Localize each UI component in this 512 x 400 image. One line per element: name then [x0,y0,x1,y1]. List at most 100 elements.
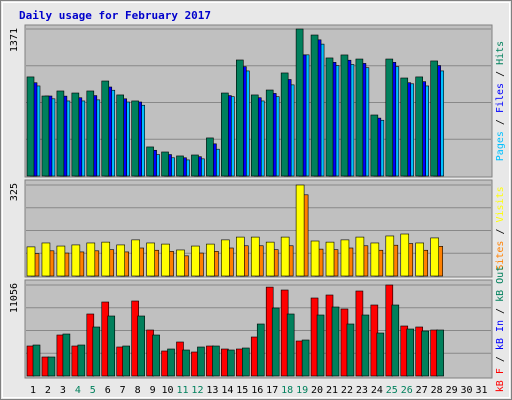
legend-entry: Visits [495,186,506,222]
bar [280,72,289,177]
legend: kB F / kB In / kB Out [495,266,506,392]
x-tick-label: 24 [371,385,383,396]
bar [361,314,370,377]
x-tick-label: 27 [416,385,428,396]
bar [325,57,334,177]
bar [56,90,65,177]
x-tick-label: 25 [386,385,398,396]
x-tick-label: 26 [401,385,413,396]
bar [26,246,36,277]
bar [355,58,364,177]
legend-entry: Hits [495,41,506,65]
legend-entry: kB Out [495,266,506,302]
bar [41,95,50,177]
chart-title: Daily usage for February 2017 [19,9,211,22]
bar [182,349,190,377]
x-tick-label: 10 [162,385,174,396]
bar [376,332,385,377]
x-tick-label: 7 [120,385,126,396]
y-max-label: 325 [9,183,20,201]
bar [122,345,130,377]
bar [116,244,125,277]
bar [250,236,260,277]
x-tick-label: 20 [311,385,323,396]
x-tick-label: 12 [191,385,203,396]
bar [265,89,274,177]
y-max-label: 11056 [9,283,20,313]
bar [370,242,380,277]
bar [370,114,379,177]
legend-entry: kB F [495,368,506,392]
bar [325,241,335,277]
bar [430,237,439,277]
x-tick-label: 21 [326,385,338,396]
bar [400,77,409,177]
bar [86,90,95,177]
x-tick-label: 13 [206,385,218,396]
bar [331,306,340,377]
bar [62,333,71,377]
bar [265,241,275,277]
bar [421,330,430,377]
bar [32,344,41,377]
bar [286,313,295,377]
bar [167,348,175,377]
bar [146,146,154,177]
bar [385,235,395,277]
bar [280,236,290,277]
legend-entry: Sites [495,241,506,271]
bar [340,239,350,277]
bar [250,94,259,177]
bar [137,315,145,377]
bar [77,344,86,377]
bar [116,94,124,177]
legend: Sites / Visits [495,186,506,270]
x-tick-label: 29 [446,385,458,396]
bar [430,60,438,177]
bar [256,323,265,377]
legend: Pages / Files / Hits [495,41,506,161]
bar [340,54,349,177]
bar [221,92,229,177]
bar [301,339,310,377]
bar [400,233,410,277]
bar [295,184,305,277]
bar [92,326,101,377]
bar [71,244,81,277]
x-tick-label: 14 [221,385,233,396]
bar [316,314,325,377]
bar [310,240,320,277]
x-tick-label: 30 [461,385,473,396]
bar [47,356,56,377]
bar [101,80,110,177]
bar [197,346,205,377]
bar [71,92,80,177]
x-tick-label: 23 [356,385,368,396]
bar [406,328,415,377]
bar [391,304,400,377]
legend-separator: / [495,222,506,240]
x-tick-label: 22 [341,385,353,396]
x-tick-label: 19 [296,385,308,396]
bar [86,242,96,277]
legend-entry: Pages [495,131,506,161]
bar [176,249,185,277]
legend-separator: / [495,350,506,368]
x-tick-label: 31 [475,385,487,396]
x-tick-label: 1 [30,385,36,396]
bar [271,307,280,377]
x-tick-label: 9 [150,385,156,396]
x-tick-label: 18 [281,385,293,396]
x-tick-label: 17 [266,385,278,396]
bar [146,242,155,277]
bar [101,241,111,277]
bar [26,76,35,177]
bar [131,239,140,277]
bar [152,334,160,377]
legend-separator: / [495,302,506,320]
bar [41,242,51,277]
bar [415,242,425,277]
bar [161,243,170,277]
bar [355,236,365,277]
